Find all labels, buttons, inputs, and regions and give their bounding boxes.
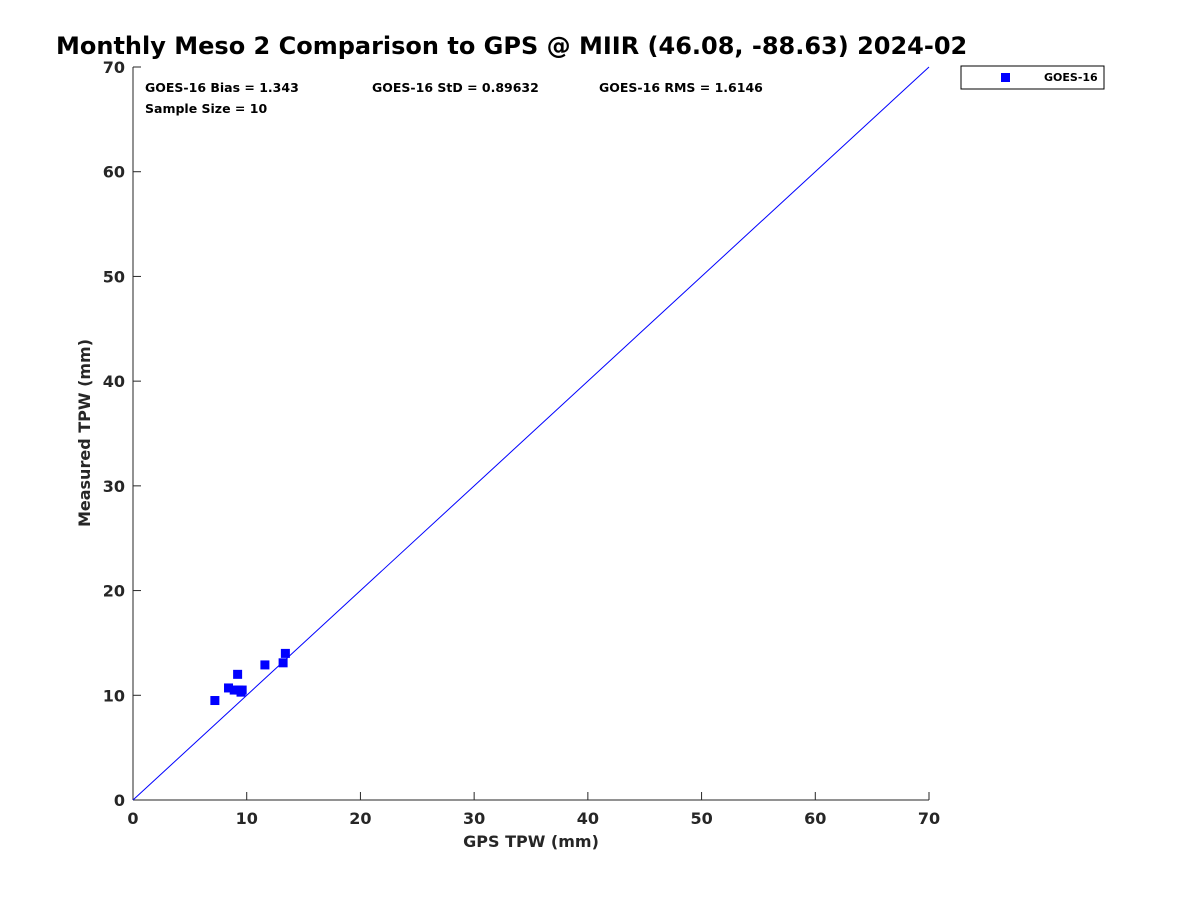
y-tick-label: 20 <box>103 582 125 601</box>
y-tick-label: 50 <box>103 267 125 286</box>
y-tick-label: 10 <box>103 686 125 705</box>
data-point-goes-16 <box>260 660 270 670</box>
y-axis-label: Measured TPW (mm) <box>75 339 94 527</box>
x-tick-label: 70 <box>918 809 940 828</box>
data-point-goes-16 <box>237 685 247 695</box>
y-tick-label: 70 <box>103 58 125 77</box>
x-tick-label: 60 <box>804 809 826 828</box>
data-point-goes-16 <box>224 683 234 693</box>
y-tick-label: 60 <box>103 163 125 182</box>
plot-area: 0 10 20 30 40 50 60 70 0 10 20 30 40 50 60 70 <box>103 58 940 828</box>
y-tick-label: 0 <box>114 791 125 810</box>
y-tick-label: 40 <box>103 372 125 391</box>
x-tick-label: 30 <box>463 809 485 828</box>
x-tick-label: 0 <box>127 809 138 828</box>
data-point-goes-16 <box>278 658 288 668</box>
x-tick-label: 40 <box>577 809 599 828</box>
y-tick-label: 30 <box>103 477 125 496</box>
one-to-one-line <box>132 66 930 801</box>
x-axis-label: GPS TPW (mm) <box>463 832 599 851</box>
stat-rms: GOES-16 RMS = 1.6146 <box>599 80 763 95</box>
data-point-goes-16 <box>233 669 243 679</box>
legend-label-goes-16: GOES-16 <box>1044 71 1098 84</box>
data-point-goes-16 <box>229 685 239 695</box>
legend-marker-goes-16 <box>1001 73 1010 82</box>
x-tick-label: 50 <box>690 809 712 828</box>
legend: GOES-16 <box>960 65 1105 90</box>
data-point-goes-16 <box>280 648 290 658</box>
chart-title: Monthly Meso 2 Comparison to GPS @ MIIR … <box>56 32 967 60</box>
stat-bias: GOES-16 Bias = 1.343 <box>145 80 299 95</box>
legend-box <box>960 65 1105 90</box>
x-tick-label: 10 <box>236 809 258 828</box>
stat-sample-size: Sample Size = 10 <box>145 101 267 116</box>
x-tick-label: 20 <box>349 809 371 828</box>
data-point-goes-16 <box>210 696 220 706</box>
stat-std: GOES-16 StD = 0.89632 <box>372 80 539 95</box>
